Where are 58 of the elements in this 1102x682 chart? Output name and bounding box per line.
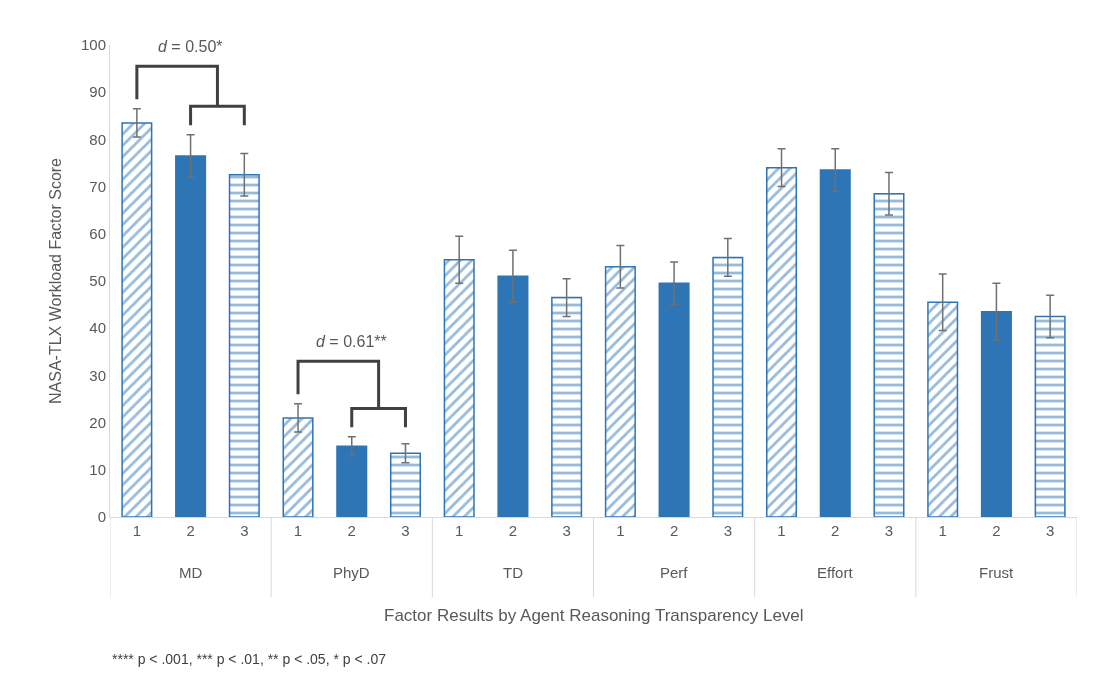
bar xyxy=(389,452,421,517)
y-axis-title: NASA-TLX Workload Factor Score xyxy=(46,157,64,405)
bar xyxy=(819,169,851,517)
y-tick-label: 80 xyxy=(89,130,106,148)
text: 1 xyxy=(938,522,947,539)
text: 1 xyxy=(455,522,464,539)
y-tick-label: 60 xyxy=(89,225,106,243)
y-tick-label: 90 xyxy=(89,83,106,101)
x-tick-label: PhyD xyxy=(333,564,370,581)
text: 1 xyxy=(293,522,303,539)
bar xyxy=(873,192,905,517)
x-tick-label: TD xyxy=(503,564,524,581)
bar xyxy=(766,166,798,517)
y-tick-label: 50 xyxy=(89,272,106,290)
y-tick-label: 0 xyxy=(97,508,106,526)
text: 3 xyxy=(401,522,410,539)
x-tick-label: Frust xyxy=(979,564,1014,581)
bar xyxy=(121,122,153,517)
x-tick-label: Perf xyxy=(660,564,689,581)
text: **** p < .001, *** p < .01, ** p < .05, * p < .07 xyxy=(112,651,387,667)
text: 1 xyxy=(777,522,786,539)
y-tick-label: 30 xyxy=(89,366,106,384)
bar xyxy=(336,445,368,517)
bar xyxy=(282,417,314,517)
text: 2 xyxy=(508,522,518,539)
series-label: 1 xyxy=(132,522,142,539)
text: 1 xyxy=(616,522,625,539)
y-tick-label: 70 xyxy=(89,177,106,195)
text: 2 xyxy=(347,522,356,539)
series-label: 2 xyxy=(186,522,195,539)
text: 3 xyxy=(723,522,732,539)
bar xyxy=(980,310,1012,517)
y-tick-label: 40 xyxy=(89,319,106,337)
bar xyxy=(1034,315,1066,517)
y-tick-label: 100 xyxy=(80,36,106,54)
text: 3 xyxy=(1045,522,1055,539)
text: 2 xyxy=(992,522,1001,539)
x-tick-label: Effort xyxy=(817,564,854,581)
bar xyxy=(228,174,260,517)
annotation: d = 0.50* xyxy=(158,38,223,55)
bar xyxy=(658,282,690,517)
y-tick-label: 10 xyxy=(89,461,106,479)
bar xyxy=(712,256,744,517)
bar xyxy=(175,155,207,517)
bar xyxy=(604,266,636,517)
y-tick-label: 20 xyxy=(89,413,106,431)
text: 2 xyxy=(831,522,840,539)
text: 3 xyxy=(562,522,571,539)
bar xyxy=(497,275,529,517)
text: 3 xyxy=(884,522,894,539)
text: 2 xyxy=(669,522,679,539)
x-axis-title: Factor Results by Agent Reasoning Transparency Level xyxy=(384,606,804,625)
bar xyxy=(443,259,475,517)
bar xyxy=(927,301,959,517)
annotation: d = 0.61** xyxy=(316,333,387,350)
x-tick-label: MD xyxy=(179,564,203,581)
bar xyxy=(551,296,583,517)
series-label: 3 xyxy=(240,522,249,539)
